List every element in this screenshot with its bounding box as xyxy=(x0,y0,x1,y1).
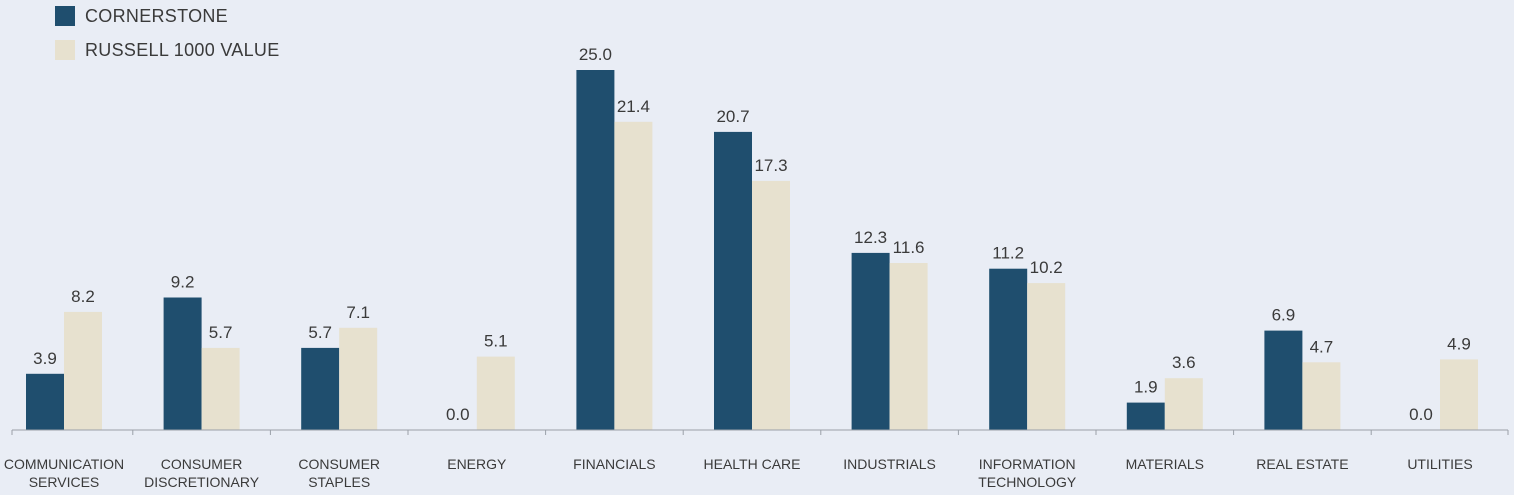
value-label-cornerstone-health-care: 20.7 xyxy=(716,107,749,126)
value-label-russell-1000-value-real-estate: 4.7 xyxy=(1310,337,1334,356)
value-label-cornerstone-consumer-discretionary: 9.2 xyxy=(171,273,195,292)
x-tick-label-communication-services: COMMUNICATION SERVICES xyxy=(4,456,124,490)
value-label-cornerstone-consumer-staples: 5.7 xyxy=(308,323,332,342)
x-tick-label-information-technology: INFORMATION TECHNOLOGY xyxy=(978,456,1077,490)
bar-russell-1000-value-materials xyxy=(1164,378,1203,430)
bar-russell-1000-value-information-technology xyxy=(1027,283,1066,430)
bar-russell-1000-value-financials xyxy=(614,121,653,431)
value-label-cornerstone-financials: 25.0 xyxy=(579,45,612,64)
value-label-cornerstone-industrials: 12.3 xyxy=(854,228,887,247)
bar-cornerstone-industrials xyxy=(851,252,890,430)
bar-russell-1000-value-industrials xyxy=(889,263,928,430)
x-tick-label-energy: ENERGY xyxy=(447,456,507,472)
value-label-russell-1000-value-consumer-discretionary: 5.7 xyxy=(209,323,233,342)
bar-cornerstone-real-estate xyxy=(1264,330,1303,430)
x-tick-label-health-care: HEALTH CARE xyxy=(704,456,801,472)
bar-cornerstone-information-technology xyxy=(989,268,1028,430)
value-label-russell-1000-value-information-technology: 10.2 xyxy=(1030,258,1063,277)
value-label-cornerstone-real-estate: 6.9 xyxy=(1272,306,1296,325)
bar-cornerstone-financials xyxy=(576,70,615,430)
chart-legend: CORNERSTONE RUSSELL 1000 VALUE xyxy=(55,5,280,73)
bar-cornerstone-consumer-discretionary xyxy=(163,297,202,430)
value-label-russell-1000-value-financials: 21.4 xyxy=(617,97,650,116)
bar-russell-1000-value-consumer-discretionary xyxy=(201,347,240,430)
value-label-russell-1000-value-consumer-staples: 7.1 xyxy=(346,303,370,322)
value-label-russell-1000-value-industrials: 11.6 xyxy=(893,238,925,257)
legend-swatch-russell-1000-value xyxy=(55,40,75,60)
bar-cornerstone-materials xyxy=(1126,402,1165,430)
value-label-russell-1000-value-health-care: 17.3 xyxy=(754,156,787,175)
x-tick-label-consumer-discretionary: CONSUMER DISCRETIONARY xyxy=(144,456,260,490)
x-tick-label-utilities: UTILITIES xyxy=(1407,456,1472,472)
bar-russell-1000-value-consumer-staples xyxy=(339,327,378,430)
legend-swatch-cornerstone xyxy=(55,6,75,26)
value-label-cornerstone-utilities: 0.0 xyxy=(1409,405,1433,424)
x-tick-label-industrials: INDUSTRIALS xyxy=(843,456,936,472)
legend-item-russell-1000-value: RUSSELL 1000 VALUE xyxy=(55,39,280,61)
x-tick-label-financials: FINANCIALS xyxy=(573,456,655,472)
bar-cornerstone-consumer-staples xyxy=(301,347,340,430)
bar-russell-1000-value-utilities xyxy=(1440,359,1478,430)
bar-cornerstone-communication-services xyxy=(26,373,64,430)
bar-russell-1000-value-energy xyxy=(476,356,515,430)
value-label-russell-1000-value-utilities: 4.9 xyxy=(1447,334,1471,353)
x-tick-label-materials: MATERIALS xyxy=(1126,456,1204,472)
bar-russell-1000-value-communication-services xyxy=(64,311,102,430)
value-label-russell-1000-value-materials: 3.6 xyxy=(1172,353,1196,372)
legend-item-cornerstone: CORNERSTONE xyxy=(55,5,280,27)
x-tick-label-consumer-staples: CONSUMER STAPLES xyxy=(298,456,380,490)
legend-label-cornerstone: CORNERSTONE xyxy=(85,5,228,26)
bar-russell-1000-value-real-estate xyxy=(1302,362,1341,430)
value-label-russell-1000-value-energy: 5.1 xyxy=(484,332,508,351)
bar-cornerstone-health-care xyxy=(714,131,752,430)
value-label-cornerstone-materials: 1.9 xyxy=(1134,378,1158,397)
value-label-cornerstone-information-technology: 11.2 xyxy=(992,244,1024,263)
legend-label-russell-1000-value: RUSSELL 1000 VALUE xyxy=(85,39,280,60)
value-label-cornerstone-energy: 0.0 xyxy=(446,405,470,424)
value-label-russell-1000-value-communication-services: 8.2 xyxy=(71,287,95,306)
x-tick-label-real-estate: REAL ESTATE xyxy=(1256,456,1348,472)
value-label-cornerstone-communication-services: 3.9 xyxy=(33,349,57,368)
bar-russell-1000-value-health-care xyxy=(752,180,790,430)
